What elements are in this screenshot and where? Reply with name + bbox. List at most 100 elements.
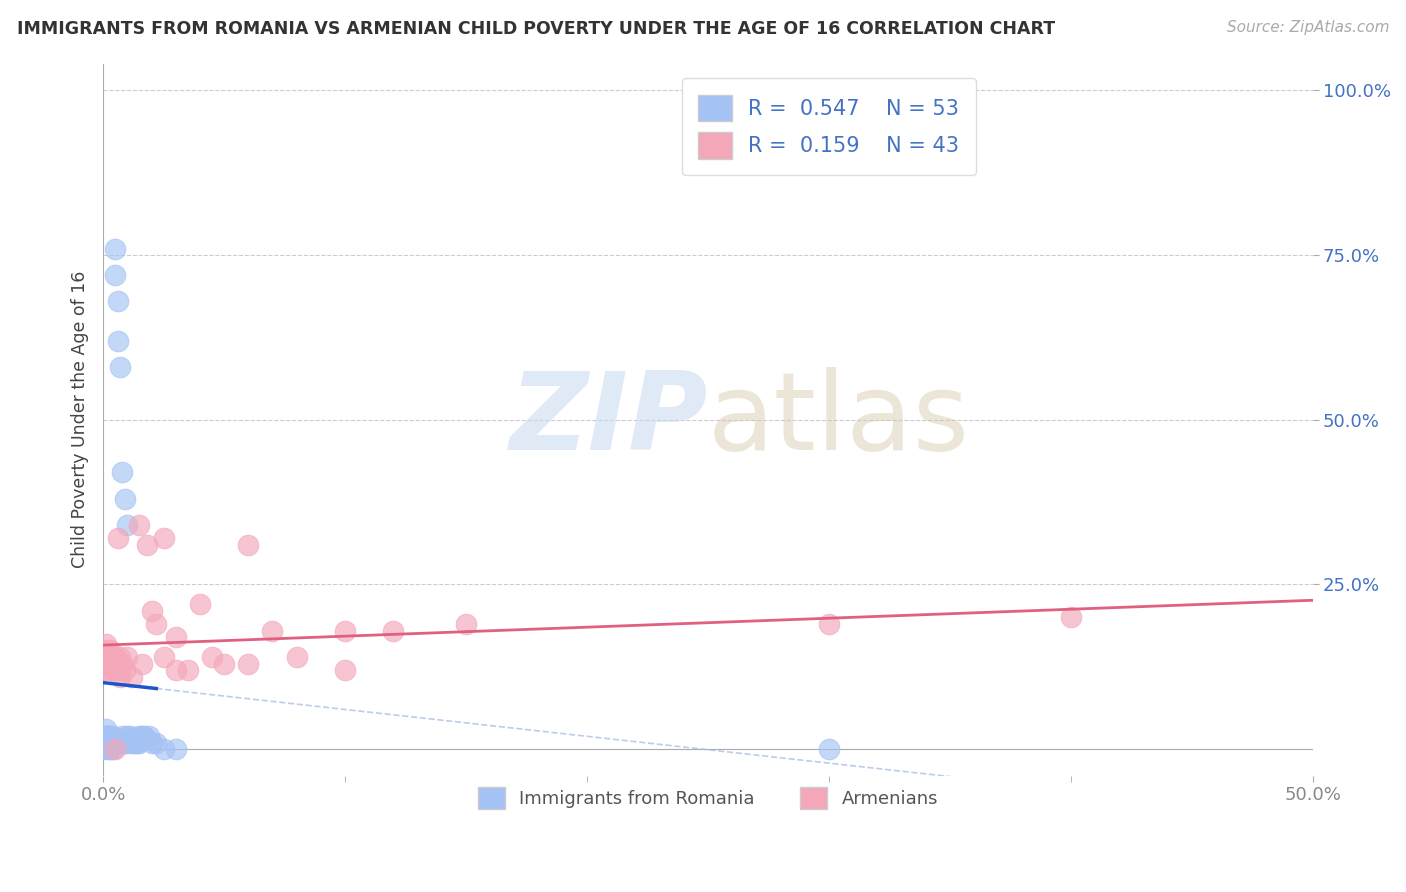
Point [100, 657, 122, 671]
Point [152, 649, 174, 664]
Point [104, 742, 127, 756]
Point [104, 242, 127, 256]
Point [107, 735, 129, 749]
Point [97, 657, 120, 671]
Point [111, 657, 134, 671]
Point [135, 538, 157, 552]
Point [91, 742, 114, 756]
Point [118, 729, 141, 743]
Point [91, 663, 114, 677]
Point [117, 735, 139, 749]
Point [101, 649, 124, 664]
Point [1060, 610, 1083, 624]
Point [107, 294, 129, 309]
Point [101, 729, 124, 743]
Point [117, 649, 139, 664]
Point [138, 729, 160, 743]
Point [114, 491, 136, 506]
Point [91, 643, 114, 657]
Point [100, 742, 122, 756]
Point [817, 617, 839, 632]
Point [100, 732, 122, 747]
Point [104, 268, 127, 282]
Point [165, 663, 187, 677]
Point [107, 663, 129, 677]
Point [128, 735, 150, 749]
Point [131, 729, 153, 743]
Point [333, 624, 356, 638]
Point [201, 649, 224, 664]
Point [177, 663, 200, 677]
Point [94, 735, 117, 749]
Point [101, 742, 124, 756]
Point [94, 732, 117, 747]
Point [333, 663, 356, 677]
Point [104, 649, 127, 664]
Point [131, 657, 153, 671]
Point [100, 735, 122, 749]
Point [134, 729, 156, 743]
Point [97, 663, 120, 677]
Point [97, 729, 120, 743]
Text: IMMIGRANTS FROM ROMANIA VS ARMENIAN CHILD POVERTY UNDER THE AGE OF 16 CORRELATIO: IMMIGRANTS FROM ROMANIA VS ARMENIAN CHIL… [17, 20, 1054, 37]
Point [111, 735, 134, 749]
Point [454, 617, 477, 632]
Y-axis label: Child Poverty Under the Age of 16: Child Poverty Under the Age of 16 [72, 271, 89, 568]
Point [152, 532, 174, 546]
Point [108, 649, 131, 664]
Point [108, 670, 131, 684]
Point [121, 670, 143, 684]
Point [262, 624, 284, 638]
Point [141, 735, 163, 749]
Point [165, 630, 187, 644]
Point [101, 732, 124, 747]
Point [91, 729, 114, 743]
Point [145, 735, 167, 749]
Text: ZIP: ZIP [509, 367, 707, 473]
Point [121, 732, 143, 747]
Point [108, 360, 131, 375]
Legend: Immigrants from Romania, Armenians: Immigrants from Romania, Armenians [471, 780, 945, 816]
Point [97, 729, 120, 743]
Point [121, 735, 143, 749]
Point [135, 732, 157, 747]
Text: Source: ZipAtlas.com: Source: ZipAtlas.com [1226, 20, 1389, 35]
Point [285, 649, 308, 664]
Point [100, 729, 122, 743]
Point [382, 624, 405, 638]
Point [111, 466, 134, 480]
Point [124, 735, 146, 749]
Point [108, 735, 131, 749]
Point [97, 732, 120, 747]
Point [212, 657, 235, 671]
Point [94, 723, 117, 737]
Point [94, 735, 117, 749]
Text: atlas: atlas [707, 367, 970, 473]
Point [238, 657, 260, 671]
Point [114, 735, 136, 749]
Point [111, 729, 134, 743]
Point [165, 742, 187, 756]
Point [100, 643, 122, 657]
Point [97, 742, 120, 756]
Point [145, 617, 167, 632]
Point [94, 649, 117, 664]
Point [91, 735, 114, 749]
Point [188, 597, 211, 611]
Point [817, 742, 839, 756]
Point [97, 735, 120, 749]
Point [101, 663, 124, 677]
Point [238, 538, 260, 552]
Point [104, 735, 127, 749]
Point [107, 532, 129, 546]
Point [128, 518, 150, 533]
Point [114, 663, 136, 677]
Point [125, 735, 148, 749]
Point [101, 735, 124, 749]
Point [94, 637, 117, 651]
Point [141, 604, 163, 618]
Point [152, 742, 174, 756]
Point [128, 729, 150, 743]
Point [107, 334, 129, 348]
Point [94, 729, 117, 743]
